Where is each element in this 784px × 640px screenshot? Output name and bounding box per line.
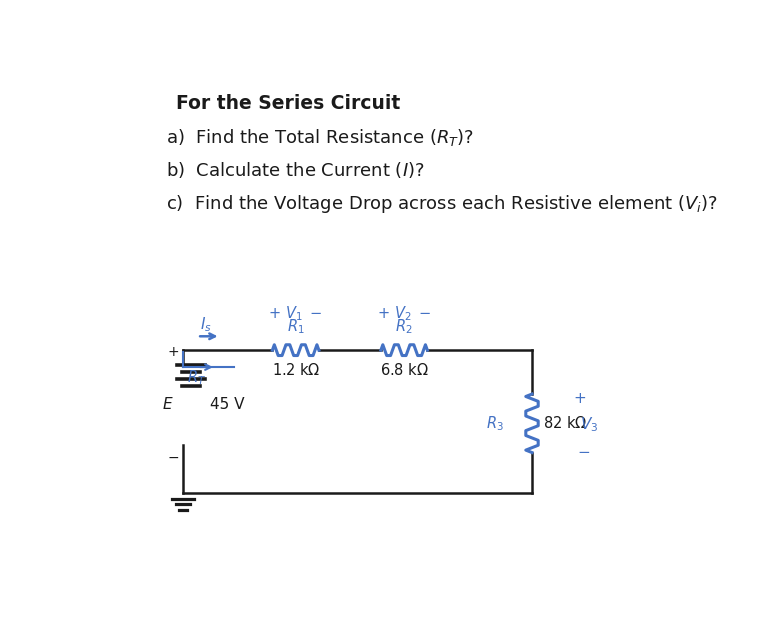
Text: $-$: $-$ [167, 449, 180, 463]
Text: $+\ V_2\ -$: $+\ V_2\ -$ [377, 305, 431, 323]
Text: $R_1$: $R_1$ [287, 317, 304, 336]
Text: For the Series Circuit: For the Series Circuit [176, 93, 400, 113]
Text: 1.2 k$\Omega$: 1.2 k$\Omega$ [271, 362, 320, 378]
Text: 45 V: 45 V [209, 397, 244, 412]
Text: $V_3$: $V_3$ [580, 415, 598, 434]
Text: 6.8 k$\Omega$: 6.8 k$\Omega$ [380, 362, 428, 378]
Text: 82 k$\Omega$: 82 k$\Omega$ [543, 415, 587, 431]
Text: $R_T$: $R_T$ [187, 369, 206, 387]
Text: c)  Find the Voltage Drop across each Resistive element $(V_i)$?: c) Find the Voltage Drop across each Res… [166, 193, 718, 215]
Text: +: + [167, 344, 179, 358]
Text: $I_s$: $I_s$ [200, 316, 212, 334]
Text: a)  Find the Total Resistance $(R_T)$?: a) Find the Total Resistance $(R_T)$? [166, 127, 474, 148]
Text: $+\ V_1\ -$: $+\ V_1\ -$ [268, 305, 323, 323]
Text: b)  Calculate the Current $(I)$?: b) Calculate the Current $(I)$? [166, 160, 425, 180]
Text: $-$: $-$ [576, 443, 590, 458]
Text: $R_3$: $R_3$ [486, 414, 503, 433]
Text: $R_2$: $R_2$ [395, 317, 413, 336]
Text: +: + [574, 391, 586, 406]
Text: $E$: $E$ [162, 396, 173, 412]
